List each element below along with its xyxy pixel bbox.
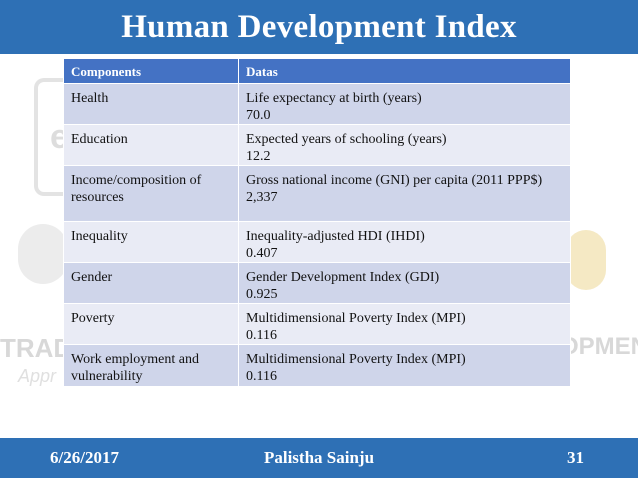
indicator-value: 2,337 <box>246 190 278 205</box>
component-cell: Poverty <box>63 303 239 345</box>
indicator-text: Gender Development Index (GDI) <box>246 270 440 285</box>
component-cell: Gender <box>63 262 239 304</box>
data-cell: Multidimensional Poverty Index (MPI) 0.1… <box>238 344 571 387</box>
watermark-text-right: OPMENT <box>560 333 638 360</box>
table-row: Education Expected years of schooling (y… <box>63 124 571 166</box>
indicator-value: 0.925 <box>246 287 278 302</box>
footer-bar: 6/26/2017 Palistha Sainju 31 <box>0 438 638 478</box>
footer-author: Palistha Sainju <box>263 448 375 467</box>
watermark-logo-frame <box>34 78 78 196</box>
header-components: Components <box>63 58 239 84</box>
indicator-value: 0.407 <box>246 246 278 261</box>
indicator-value: 70.0 <box>246 108 271 123</box>
title-bar: Human Development Index <box>0 0 638 54</box>
data-cell: Inequality-adjusted HDI (IHDI) 0.407 <box>238 221 571 263</box>
indicator-text: Multidimensional Poverty Index (MPI) <box>246 311 466 326</box>
hdi-table: Components Datas Health Life expectancy … <box>63 58 571 387</box>
watermark-circle-left <box>18 224 68 284</box>
component-cell: Income/composition of resources <box>63 165 239 222</box>
footer-date: 6/26/2017 <box>50 448 119 467</box>
table-row: Work employment and vulnerability Multid… <box>63 344 571 387</box>
component-cell: Education <box>63 124 239 166</box>
table-header-row: Components Datas <box>63 58 571 84</box>
data-cell: Expected years of schooling (years) 12.2 <box>238 124 571 166</box>
indicator-text: Multidimensional Poverty Index (MPI) <box>246 352 466 367</box>
component-cell: Work employment and vulnerability <box>63 344 239 387</box>
indicator-value: 0.116 <box>246 369 277 384</box>
watermark-subtext-left: Appr <box>18 366 57 386</box>
table-row: Income/composition of resources Gross na… <box>63 165 571 222</box>
indicator-text: Life expectancy at birth (years) <box>246 91 422 106</box>
indicator-value: 0.116 <box>246 328 277 343</box>
indicator-value: 12.2 <box>246 149 271 164</box>
page-number: 31 <box>567 448 584 467</box>
watermark-circle-right <box>566 230 606 290</box>
table-row: Health Life expectancy at birth (years) … <box>63 83 571 125</box>
table-row: Poverty Multidimensional Poverty Index (… <box>63 303 571 345</box>
indicator-text: Gross national income (GNI) per capita (… <box>246 173 543 188</box>
data-cell: Multidimensional Poverty Index (MPI) 0.1… <box>238 303 571 345</box>
indicator-text: Inequality-adjusted HDI (IHDI) <box>246 229 425 244</box>
table-row: Gender Gender Development Index (GDI) 0.… <box>63 262 571 304</box>
slide-title: Human Development Index <box>121 8 517 45</box>
component-cell: Inequality <box>63 221 239 263</box>
indicator-text: Expected years of schooling (years) <box>246 132 447 147</box>
header-datas: Datas <box>238 58 571 84</box>
data-cell: Life expectancy at birth (years) 70.0 <box>238 83 571 125</box>
component-cell: Health <box>63 83 239 125</box>
data-cell: Gross national income (GNI) per capita (… <box>238 165 571 222</box>
table-row: Inequality Inequality-adjusted HDI (IHDI… <box>63 221 571 263</box>
data-cell: Gender Development Index (GDI) 0.925 <box>238 262 571 304</box>
